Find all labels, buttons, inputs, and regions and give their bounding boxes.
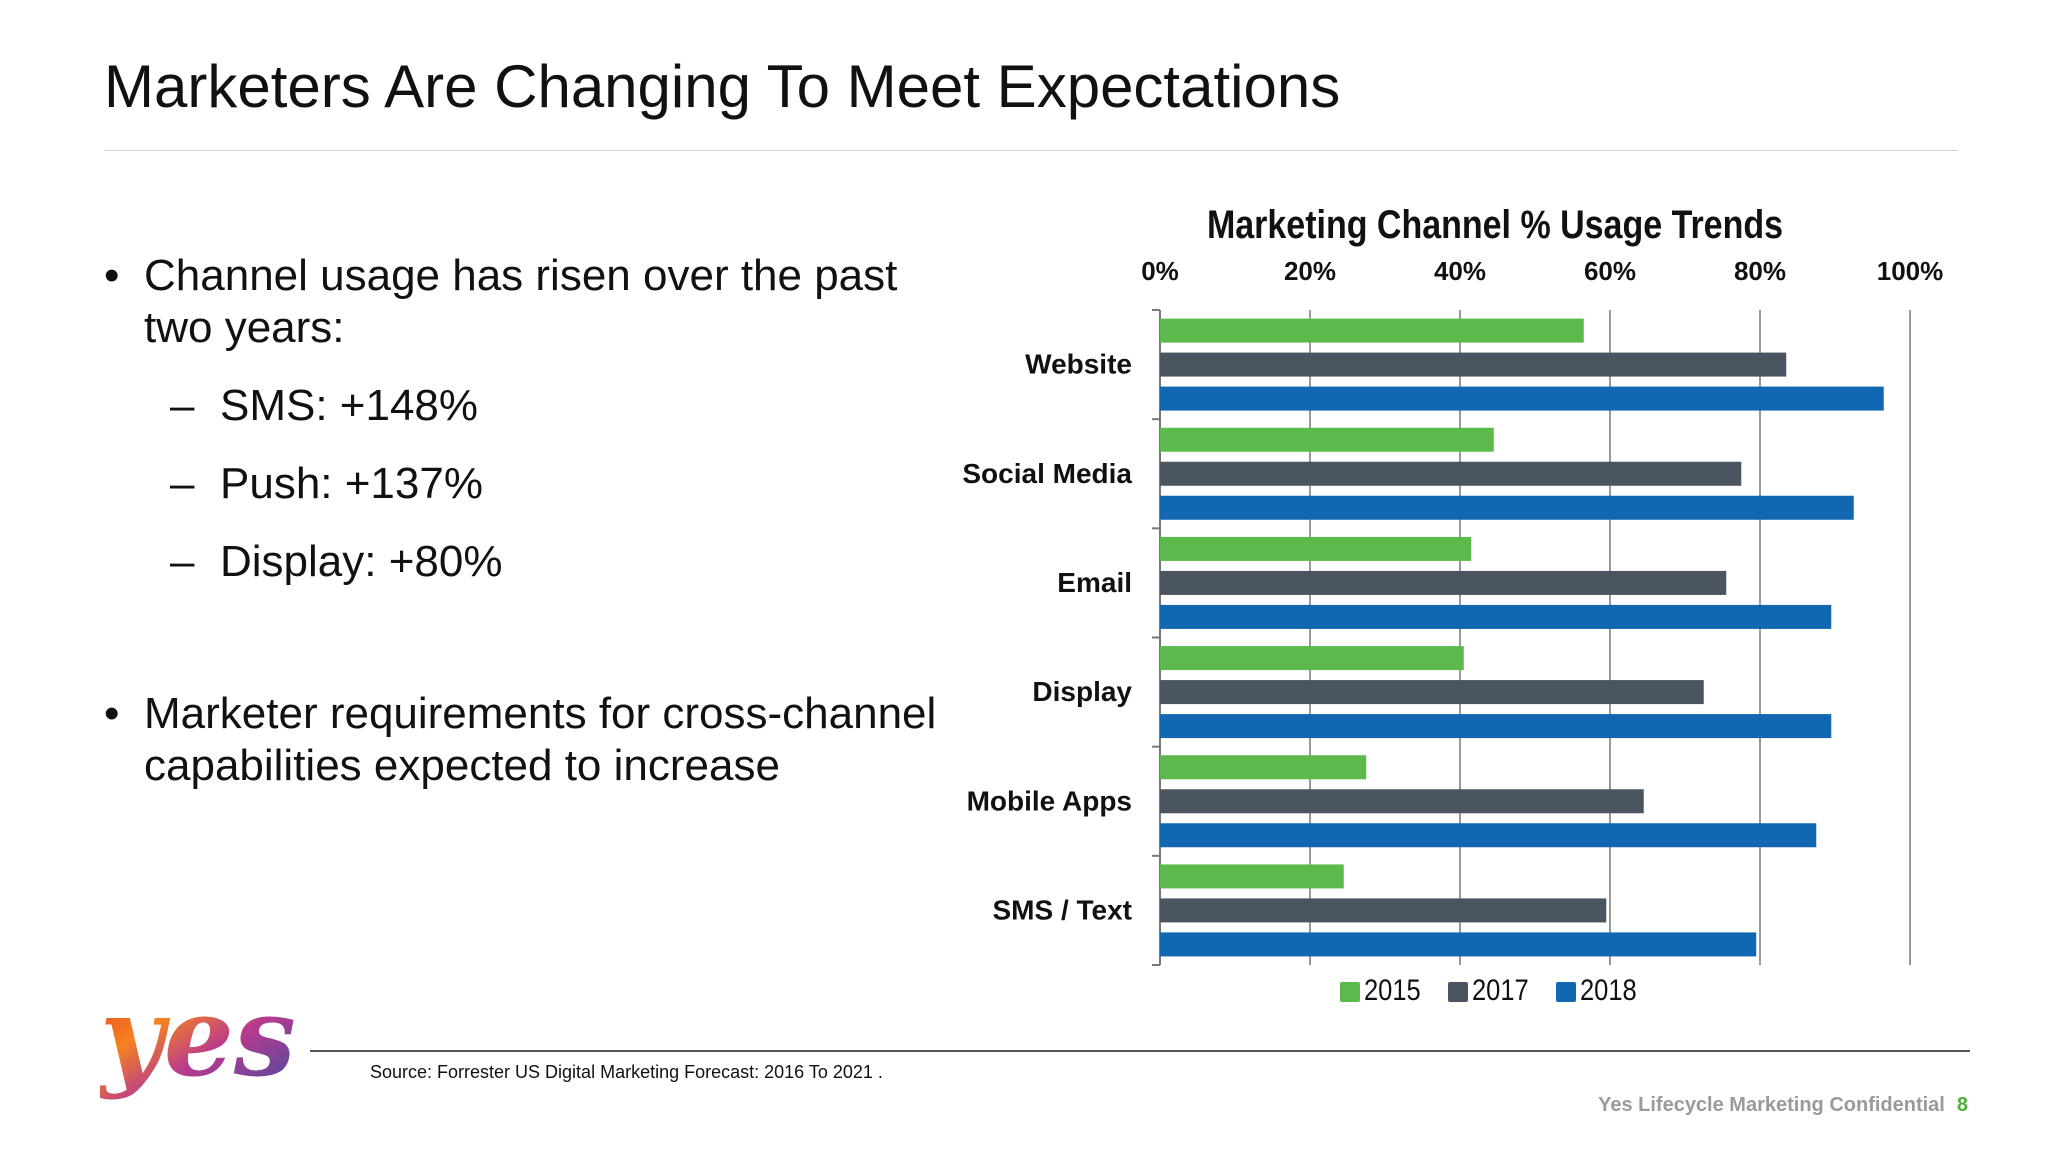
legend-swatch-2015 [1340, 982, 1360, 1002]
bar-website-2015 [1160, 318, 1584, 343]
tick-label-100: 100% [1877, 256, 1944, 286]
legend-swatch-2017 [1448, 982, 1468, 1002]
yes-logo: yes [97, 972, 300, 1130]
tick-label-40: 40% [1434, 256, 1486, 286]
source-note: Source: Forrester US Digital Marketing F… [370, 1062, 883, 1082]
bar-website-2017 [1160, 352, 1787, 377]
category-label-sms-text: SMS / Text [992, 894, 1132, 925]
bar-display-2018 [1160, 714, 1832, 739]
bullet-marketer-requirements: Marketer requirements for cross-channel … [104, 688, 964, 792]
legend-label-2015: 2015 [1364, 973, 1421, 1006]
sub-bullet-push: Push: +137% [104, 458, 964, 510]
confidential-label: Yes Lifecycle Marketing Confidential [1598, 1094, 1945, 1116]
bar-mobile-apps-2015 [1160, 755, 1367, 780]
sub-bullet-sms: SMS: +148% [104, 380, 964, 432]
chart-title: Marketing Channel % Usage Trends [1207, 201, 1783, 246]
category-label-social-media: Social Media [962, 458, 1132, 489]
legend-label-2017: 2017 [1472, 973, 1529, 1006]
category-label-display: Display [1032, 676, 1132, 707]
bar-social-media-2018 [1160, 495, 1854, 520]
bullet-list: Channel usage has risen over the past tw… [104, 250, 964, 792]
category-label-email: Email [1057, 567, 1132, 598]
footer-divider [310, 1050, 1970, 1052]
category-label-mobile-apps: Mobile Apps [967, 785, 1132, 816]
bar-mobile-apps-2017 [1160, 789, 1644, 814]
page-title: Marketers Are Changing To Meet Expectati… [104, 53, 1341, 120]
sub-bullet-display: Display: +80% [104, 536, 964, 588]
tick-label-80: 80% [1734, 256, 1786, 286]
logo-text: yes [100, 985, 296, 1101]
chart-svg: Marketing Channel % Usage Trends 0% 20% 40%… [962, 201, 1944, 1006]
legend-label-2018: 2018 [1580, 973, 1637, 1006]
title-divider [104, 150, 1958, 151]
bar-mobile-apps-2018 [1160, 823, 1817, 848]
bar-sms-text-2018 [1160, 932, 1757, 957]
bar-social-media-2017 [1160, 461, 1742, 486]
footer: Yes Lifecycle Marketing Confidential 8 [1598, 1094, 1968, 1117]
bar-email-2018 [1160, 604, 1832, 629]
bar-display-2015 [1160, 646, 1464, 671]
bar-email-2017 [1160, 570, 1727, 595]
bar-sms-text-2017 [1160, 898, 1607, 923]
bar-sms-text-2015 [1160, 864, 1344, 889]
bar-website-2018 [1160, 386, 1884, 411]
bar-social-media-2015 [1160, 427, 1494, 452]
bar-display-2017 [1160, 680, 1704, 705]
bullet-channel-usage: Channel usage has risen over the past tw… [104, 250, 964, 354]
tick-label-0: 0% [1141, 256, 1179, 286]
tick-label-20: 20% [1284, 256, 1336, 286]
usage-trends-chart: Marketing Channel % Usage Trends 0% 20% 40%… [960, 190, 1970, 1030]
tick-label-60: 60% [1584, 256, 1636, 286]
page-number: 8 [1956, 1094, 1968, 1116]
category-label-website: Website [1025, 349, 1132, 380]
bar-email-2015 [1160, 536, 1472, 561]
legend-swatch-2018 [1556, 982, 1576, 1002]
